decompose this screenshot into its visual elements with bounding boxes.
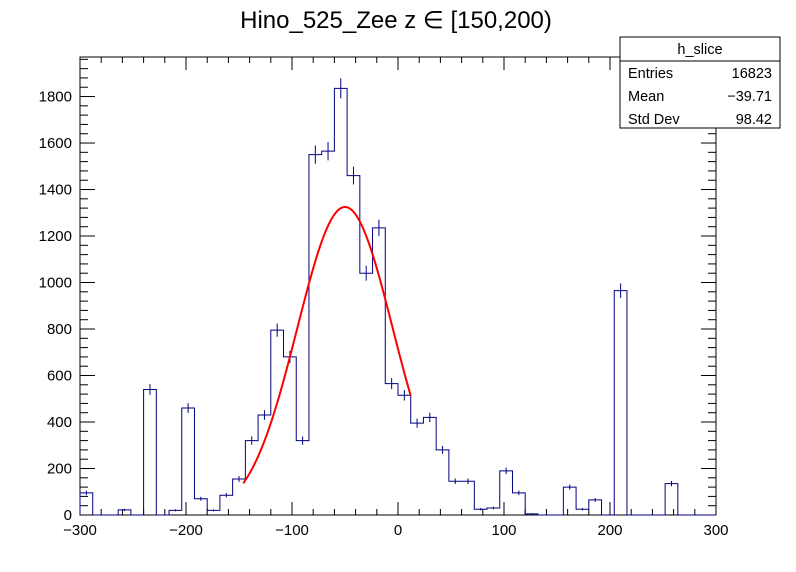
- y-tick-label: 0: [64, 507, 72, 524]
- stats-entries-label: Entries: [628, 66, 673, 82]
- stats-stddev-value: 98.42: [736, 112, 772, 128]
- x-tick-label: 200: [597, 522, 622, 539]
- x-tick-label: −300: [63, 522, 97, 539]
- stats-box-title: h_slice: [677, 42, 722, 58]
- y-tick-label: 1000: [39, 275, 72, 292]
- y-axis-tick-labels: 0 200 400 600 800 1000 1200 1400 1600 1800: [39, 89, 72, 524]
- stats-box-frame: [619, 36, 781, 129]
- stats-mean-value: −39.71: [727, 89, 772, 105]
- y-tick-label: 200: [47, 461, 72, 478]
- y-tick-label: 600: [47, 368, 72, 385]
- gaussian-fit-curve: [242, 205, 412, 484]
- x-axis-tick-labels: −300 −200 −100 0 100 200 300: [63, 522, 728, 539]
- y-tick-label: 800: [47, 321, 72, 338]
- stats-mean-label: Mean: [628, 89, 664, 105]
- stats-box: h_slice Entries 16823 Mean −39.71 Std De…: [619, 36, 781, 129]
- x-tick-label: 100: [491, 522, 516, 539]
- stats-stddev-label: Std Dev: [628, 112, 680, 128]
- y-tick-label: 1800: [39, 89, 72, 106]
- x-tick-label: −200: [169, 522, 203, 539]
- stats-entries-value: 16823: [732, 66, 772, 82]
- x-tick-label: −100: [275, 522, 309, 539]
- histogram-error-bars: [85, 78, 672, 515]
- x-tick-label: 0: [394, 522, 402, 539]
- y-tick-label: 1200: [39, 228, 72, 245]
- y-tick-label: 400: [47, 414, 72, 431]
- y-tick-label: 1400: [39, 182, 72, 199]
- x-tick-label: 300: [703, 522, 728, 539]
- chart-title: Hino_525_Zee z ∈ [150,200): [240, 7, 552, 34]
- y-tick-label: 1600: [39, 135, 72, 152]
